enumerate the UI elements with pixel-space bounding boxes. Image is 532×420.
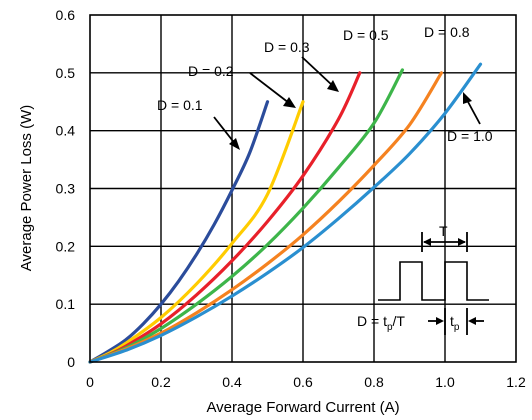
y-tick-label: 0.2 <box>56 238 76 254</box>
series-line-d-0-1 <box>88 100 270 364</box>
pulse-width-sub: p <box>454 322 460 333</box>
period-label: T <box>439 223 448 239</box>
arrow-d-0-1 <box>213 116 237 146</box>
duty-cycle-inset: T D = tp/T tp <box>357 223 489 335</box>
x-tick-label: 1.2 <box>506 374 526 390</box>
y-axis-title: Average Power Loss (W) <box>18 105 35 271</box>
pulse-waveform <box>378 261 489 301</box>
x-tick-label: 0.6 <box>293 374 313 390</box>
x-tick-label: 0 <box>86 374 94 390</box>
x-tick-label: 1.0 <box>435 374 455 390</box>
label-d-0-8: D = 0.8 <box>424 24 470 40</box>
label-d-0-3: D = 0.3 <box>264 39 310 55</box>
pulse-arrow-right <box>468 317 476 325</box>
duty-formula: D = tp/T <box>357 313 405 333</box>
arrow-d-0-2 <box>249 72 290 104</box>
x-tick-label: 0.2 <box>151 374 171 390</box>
label-d-1-0: D = 1.0 <box>447 128 493 144</box>
series-line-d-1-0 <box>88 62 483 364</box>
duty-formula-tail: /T <box>393 313 406 329</box>
period-arrow-left <box>423 238 431 246</box>
x-tick-label: 0.8 <box>364 374 384 390</box>
series-curves <box>88 62 483 364</box>
duty-formula-sub: p <box>387 322 393 333</box>
series-annotations: D = 0.1 D = 0.2 D = 0.3 D = 0.5 D = 0.8 … <box>157 24 493 150</box>
pulse-width-main: t <box>450 313 454 329</box>
pulse-width-label: tp <box>450 313 460 333</box>
duty-formula-main: D = t <box>357 313 387 329</box>
arrow-d-1-0 <box>466 99 481 125</box>
label-d-0-2: D = 0.2 <box>188 63 234 79</box>
plot-frame <box>89 14 517 363</box>
arrowhead-d-0-3 <box>327 80 339 92</box>
y-tick-label: 0.4 <box>56 123 76 139</box>
pulse-arrow-left <box>436 317 444 325</box>
arrowhead-d-0-2 <box>283 97 296 108</box>
period-arrow-right <box>458 238 466 246</box>
series-line-d-0-8 <box>88 71 444 364</box>
y-tick-label: 0.5 <box>56 65 76 81</box>
y-tick-label: 0.6 <box>56 7 76 23</box>
y-tick-label: 0 <box>67 354 75 370</box>
arrowhead-d-0-1 <box>229 138 240 150</box>
label-d-0-1: D = 0.1 <box>157 97 203 113</box>
x-axis-title: Average Forward Current (A) <box>206 399 399 416</box>
label-d-0-5: D = 0.5 <box>343 27 389 43</box>
x-tick-label: 0.4 <box>222 374 242 390</box>
series-line-d-0-5 <box>88 68 404 364</box>
arrow-d-0-3 <box>301 56 334 87</box>
y-tick-label: 0.1 <box>56 296 76 312</box>
y-tick-label: 0.3 <box>56 181 76 197</box>
arrowhead-d-1-0 <box>463 92 472 104</box>
tick-labels: 0 0.2 0.4 0.6 0.8 1.0 1.2 0 0.1 0.2 0.3 0.4 0.5 0.6 <box>56 7 526 390</box>
